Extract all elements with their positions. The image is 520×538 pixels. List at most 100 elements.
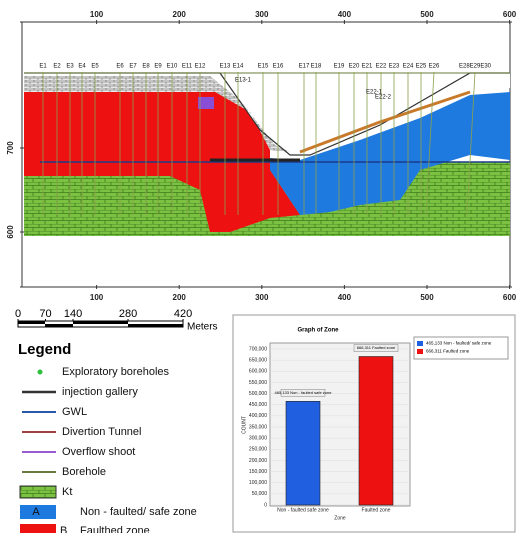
scale-bar: Meters [18,321,218,333]
bottom-tick-label: 200 [173,293,187,302]
x-axis-label: Zone [334,515,346,521]
figure: Meters Legend A Non - faulted/ safe zone… [0,0,520,533]
x-tick-label: Faulted zone [362,507,391,513]
scale-label: 70 [39,308,51,320]
data-label: 666,311 Faulted zone [357,345,396,350]
scale-seg [73,321,128,324]
top-tick-label: 500 [420,10,434,19]
zone-letter: B [60,525,67,533]
borehole-label: E21 [362,64,373,70]
y-tick-label: 150,000 [249,469,267,475]
legend-label: Faulthed zone [80,525,150,533]
zone-letter: A [32,506,40,518]
cross-section [20,22,512,287]
top-tick-label: 600 [503,10,517,19]
borehole-label: E20 [349,64,360,70]
borehole-label: E6 [116,64,124,70]
y-tick-label: 650,000 [249,357,267,363]
borehole-label: E7 [129,64,137,70]
y-tick-label: 250,000 [249,447,267,453]
y-tick-label: 100,000 [249,480,267,486]
bottom-tick-label: 600 [503,293,517,302]
legend-label: Borehole [62,466,106,478]
borehole-label: E18 [311,64,322,70]
borehole-label: E26 [429,64,440,70]
borehole-label: E13 [220,64,231,70]
data-label: 465,133 Non - faulted safe zone [275,390,333,395]
borehole-label: E16 [273,64,284,70]
y-tick-label: 200,000 [249,458,267,464]
borehole-label: E4 [78,64,86,70]
scale-label: 280 [119,308,137,320]
scale-label: 140 [64,308,82,320]
y-tick-label: 300,000 [249,435,267,441]
borehole-label: E25 [416,64,427,70]
y-tick-label: 500,000 [249,391,267,397]
top-tick-label: 300 [255,10,269,19]
borehole-label: E12 [195,64,206,70]
borehole-label: E22 [376,64,387,70]
y-tick-label: 350,000 [249,424,267,430]
left-tick-label: 700 [6,141,15,155]
left-tick-label: 600 [6,225,15,239]
y-tick-label: 50,000 [252,491,268,497]
borehole-label: E28E29E30 [459,64,492,70]
borehole-label: E2 [53,64,61,70]
borehole-label: E22-2 [375,95,392,101]
graph-title: Graph of Zone [298,328,340,334]
scale-seg [128,324,183,327]
borehole-label: E13-1 [235,78,252,84]
borehole-label: E1 [39,64,47,70]
y-axis-label: COUNT [241,416,247,434]
top-tick-label: 400 [338,10,352,19]
borehole-label: E5 [91,64,99,70]
legend-title: Legend [18,341,71,358]
page: { "section": { "top_ticks": [100, 200, 3… [0,0,520,533]
legend-label: GWL [62,406,87,418]
legend-label: Kt [62,486,72,498]
scale-seg [45,324,73,327]
borehole-label: E17 [299,64,310,70]
borehole-label: E23 [389,64,400,70]
y-tick-label: 400,000 [249,413,267,419]
legend-symbol [20,524,56,533]
legend-label: injection gallery [62,386,138,398]
scale-label: 0 [15,308,21,320]
legend-label: 666,311 Faulted zone [426,349,470,354]
bar [286,401,320,505]
bottom-tick-label: 100 [90,293,104,302]
borehole-label: E19 [334,64,345,70]
legend-label: Non - faulted/ safe zone [80,506,197,518]
bottom-tick-label: 500 [420,293,434,302]
borehole-label: E9 [154,64,162,70]
legend-label: Divertion Tunnel [62,426,142,438]
bar [359,357,393,505]
bottom-tick-label: 300 [255,293,269,302]
borehole-label: E10 [167,64,178,70]
legend-label: 465,133 Non - faulted/ safe zone [426,341,492,346]
scale-seg [18,321,45,324]
borehole-label: E8 [142,64,150,70]
y-tick-label: 0 [264,502,267,508]
legend-swatch [417,341,423,346]
y-tick-label: 550,000 [249,380,267,386]
borehole-label: E24 [403,64,414,70]
top-tick-label: 100 [90,10,104,19]
y-tick-label: 600,000 [249,369,267,375]
legend-label: Overflow shoot [62,446,135,458]
borehole-label: E15 [258,64,269,70]
borehole-label: E14 [233,64,244,70]
scale-label: 420 [174,308,192,320]
bottom-tick-label: 400 [338,293,352,302]
scale-unit: Meters [187,322,218,333]
legend-label: Exploratory boreholes [62,366,170,378]
top-tick-label: 200 [173,10,187,19]
legend-symbol [38,370,43,375]
y-tick-label: 450,000 [249,402,267,408]
legend-swatch [417,349,423,354]
borehole-label: E3 [66,64,74,70]
x-tick-label: Non - faulted safe zone [277,507,329,513]
borehole-label: E11 [182,64,193,70]
legend-symbol [20,486,56,498]
y-tick-label: 700,000 [249,346,267,352]
